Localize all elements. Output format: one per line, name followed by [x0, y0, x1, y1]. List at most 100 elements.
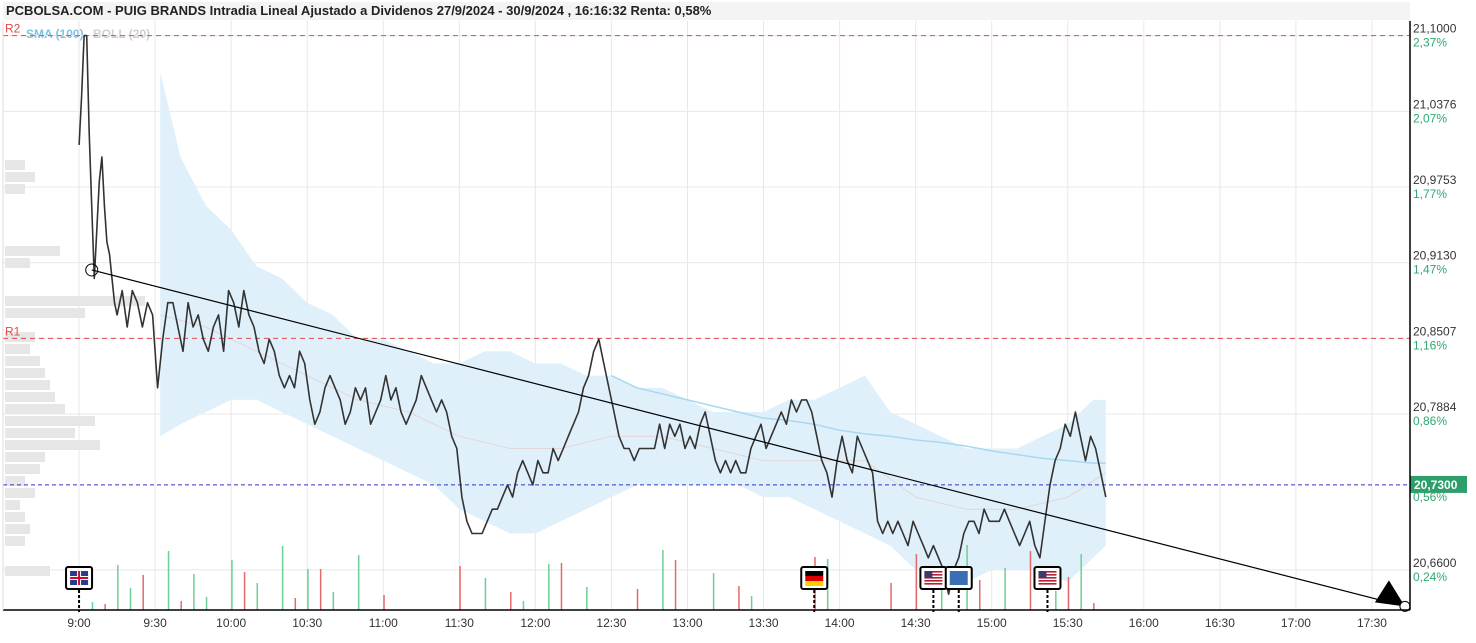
volume-bar-up — [307, 569, 309, 610]
volume-bar-up — [332, 592, 335, 610]
profile-bar — [5, 184, 25, 194]
profile-bar — [5, 258, 30, 268]
flag-us-stripe — [1038, 580, 1057, 582]
boll-band-area — [160, 72, 1106, 583]
flag-us-canton — [924, 571, 933, 578]
y-tick-label: 20,9753 — [1413, 173, 1457, 187]
profile-bar — [5, 416, 95, 426]
profile-bar — [5, 452, 45, 462]
profile-bar — [5, 500, 20, 510]
current-price-pct: 0,56% — [1413, 490, 1447, 504]
flag-us-stripe — [924, 580, 943, 582]
y-tick-label: 20,6600 — [1413, 556, 1457, 570]
volume-bar-down — [674, 560, 677, 610]
volume-bar-up — [281, 546, 284, 610]
profile-bar — [5, 440, 100, 450]
profile-bar — [5, 344, 30, 354]
volume-bar-up — [941, 582, 943, 610]
volume-bar-up — [205, 597, 208, 610]
series-lines — [78, 34, 1107, 596]
y-tick-pct-label: 0,24% — [1413, 570, 1447, 584]
x-tick-label: 12:00 — [520, 616, 550, 630]
flag-us-stripe — [1038, 574, 1057, 576]
profile-bar — [5, 536, 25, 546]
chart-title: PCBOLSA.COM - PUIG BRANDS Intradia Linea… — [6, 3, 712, 18]
volume-bar-down — [560, 563, 563, 610]
x-tick-label: 11:00 — [369, 616, 398, 630]
y-tick-pct-label: 1,16% — [1413, 338, 1447, 352]
flag-us-stripe — [924, 583, 943, 585]
volume-bar-down — [510, 592, 512, 610]
x-tick-label: 13:30 — [749, 616, 779, 630]
volume-bar-down — [180, 601, 182, 610]
x-tick-label: 9:00 — [67, 616, 91, 630]
volume-bar-up — [586, 587, 588, 610]
flag-us-stripe — [1038, 583, 1057, 585]
volume-bar-up — [712, 573, 715, 610]
volume-bar-down — [738, 586, 740, 610]
boll-mid-line — [160, 314, 1107, 510]
x-tick-label: 17:00 — [1281, 616, 1311, 630]
volume-bar-up — [1004, 568, 1006, 610]
volume-bar-down — [142, 575, 144, 610]
axes: 9:00 9:30 10:00 10:30 11:00 11:30 12:00 12:30 13… — [2, 21, 1457, 630]
x-tick-label: 10:00 — [216, 616, 246, 630]
volume-bars — [91, 545, 1095, 610]
volume-bar-down — [104, 604, 106, 610]
flag-de-stripe — [805, 576, 824, 581]
x-tick-label: 9:30 — [143, 616, 167, 630]
volume-bar-up — [1080, 554, 1082, 610]
profile-bar — [5, 332, 35, 342]
x-tick-label: 14:00 — [825, 616, 855, 630]
volume-bar-up — [129, 588, 132, 610]
y-tick-label: 20,9130 — [1413, 249, 1457, 263]
level-label-r1: R1 — [5, 324, 21, 338]
volume-bar-down — [459, 566, 461, 610]
profile-bar — [5, 476, 25, 486]
y-tick-pct-label: 1,77% — [1413, 187, 1447, 201]
profile-bar — [5, 380, 50, 390]
flag-us-stripe — [1038, 571, 1057, 573]
volume-bar-down — [979, 580, 981, 610]
trendline-start-handle — [85, 263, 99, 277]
volume-bar-down — [915, 554, 918, 610]
legend-boll[interactable]: BOLL (20) — [93, 27, 150, 41]
profile-bar — [5, 488, 35, 498]
volume-bar-down — [383, 595, 385, 610]
current-price-tag — [1410, 475, 1467, 493]
x-tick-label: 16:00 — [1129, 616, 1159, 630]
trendline[interactable] — [85, 263, 1411, 612]
volume-bar-down — [636, 589, 639, 610]
event-flags — [65, 566, 1062, 612]
x-tick-label: 16:30 — [1205, 616, 1235, 630]
bollinger-band — [160, 72, 1107, 583]
profile-bar — [5, 356, 40, 366]
flag-us-stripe — [1038, 577, 1057, 579]
y-tick-pct-label: 2,07% — [1413, 111, 1447, 125]
volume-bar-up — [484, 578, 487, 610]
profile-bar — [5, 512, 25, 522]
x-tick-label: 10:30 — [292, 616, 322, 630]
x-tick-label: 14:30 — [901, 616, 931, 630]
profile-bar — [5, 392, 55, 402]
volume-bar-down — [1029, 551, 1032, 610]
profile-bar — [5, 566, 50, 576]
profile-bar — [5, 464, 40, 474]
legend-sma[interactable]: SMA (100) — [26, 27, 84, 41]
trendline-segment — [91, 269, 1406, 607]
x-tick-label: 15:00 — [977, 616, 1007, 630]
volume-bar-down — [319, 569, 322, 610]
profile-bar — [5, 524, 30, 534]
volume-bar-up — [662, 550, 664, 610]
volume-bar-down — [1067, 577, 1070, 610]
flag-us-stripe — [924, 577, 943, 579]
x-tick-label: 11:30 — [445, 616, 474, 630]
profile-bar — [5, 172, 35, 182]
sma-line — [611, 374, 1106, 464]
y-tick-pct-label: 2,37% — [1413, 36, 1447, 50]
volume-bar-up — [167, 551, 170, 610]
profile-bar — [5, 368, 45, 378]
